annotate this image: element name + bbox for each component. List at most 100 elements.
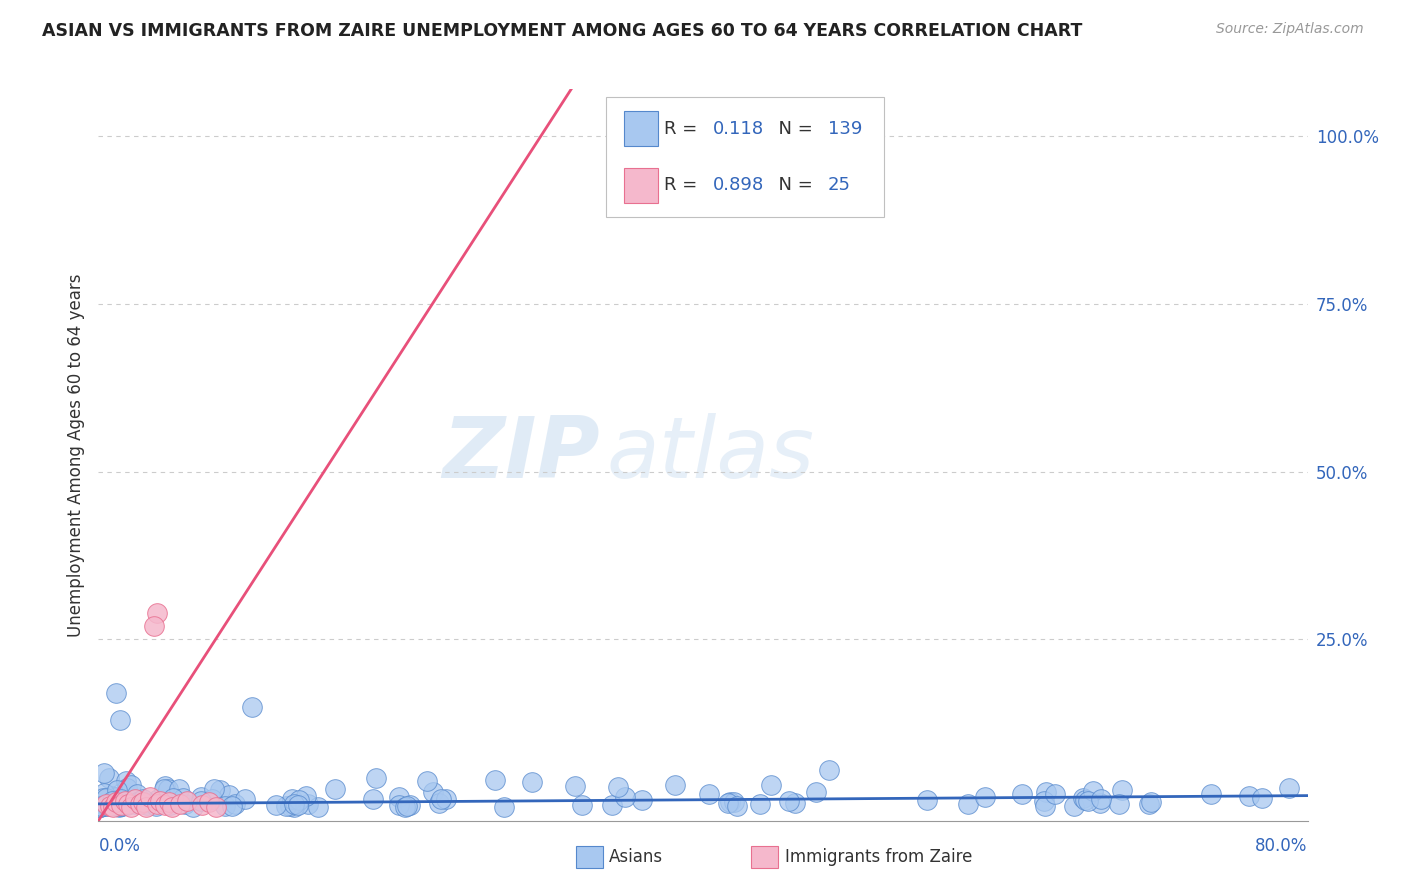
Point <box>93 799 115 814</box>
Point <box>87 797 110 812</box>
Point <box>394 800 416 814</box>
Point <box>190 789 212 804</box>
Point <box>98 772 121 786</box>
Point <box>110 798 132 813</box>
Point <box>190 794 212 808</box>
Point <box>128 797 150 811</box>
Point <box>307 800 329 814</box>
Text: R =: R = <box>664 120 703 137</box>
Point <box>160 800 183 814</box>
Point <box>146 606 169 620</box>
Point <box>124 792 146 806</box>
Point <box>91 797 114 811</box>
Point <box>149 793 172 807</box>
Point <box>806 785 828 799</box>
Point <box>117 797 139 811</box>
Point <box>283 799 305 814</box>
Point <box>295 789 318 804</box>
Point <box>89 800 111 814</box>
Point <box>115 773 138 788</box>
Point <box>1071 790 1094 805</box>
Point <box>98 792 121 806</box>
Point <box>101 794 124 808</box>
FancyBboxPatch shape <box>624 168 658 202</box>
Point <box>783 797 806 811</box>
Point <box>172 791 194 805</box>
Text: 0.0%: 0.0% <box>98 838 141 855</box>
Point <box>120 800 142 814</box>
Point <box>115 780 138 795</box>
Point <box>396 798 419 813</box>
Text: R =: R = <box>664 177 703 194</box>
Point <box>915 793 938 807</box>
Point <box>108 713 131 727</box>
Point <box>112 792 135 806</box>
Point <box>93 791 115 805</box>
Point <box>1035 799 1057 814</box>
Point <box>613 789 636 804</box>
Point <box>716 796 738 810</box>
Point <box>280 799 302 814</box>
Point <box>138 797 160 811</box>
Point <box>124 797 146 811</box>
Point <box>1108 797 1130 812</box>
FancyBboxPatch shape <box>624 111 658 146</box>
Point <box>128 794 150 808</box>
Point <box>145 799 167 814</box>
Point <box>146 792 169 806</box>
Point <box>93 795 115 809</box>
Point <box>1199 788 1222 802</box>
Point <box>125 787 148 801</box>
Point <box>96 799 118 814</box>
FancyBboxPatch shape <box>606 96 884 218</box>
Point <box>434 792 457 806</box>
Point <box>361 791 384 805</box>
Point <box>131 792 153 806</box>
Point <box>101 800 124 814</box>
Point <box>287 797 309 812</box>
Point <box>110 791 132 805</box>
Point <box>209 782 232 797</box>
Text: Immigrants from Zaire: Immigrants from Zaire <box>785 848 973 866</box>
Point <box>416 773 439 788</box>
Point <box>103 797 125 811</box>
Point <box>266 798 288 813</box>
Text: 0.898: 0.898 <box>713 177 763 194</box>
Text: ZIP: ZIP <box>443 413 600 497</box>
Point <box>778 794 800 808</box>
Point <box>600 798 623 813</box>
Point <box>108 799 131 814</box>
Point <box>398 798 420 813</box>
Point <box>1032 794 1054 808</box>
Point <box>201 792 224 806</box>
Point <box>94 790 117 805</box>
FancyBboxPatch shape <box>751 847 778 868</box>
Point <box>1035 785 1057 799</box>
Point <box>235 791 257 805</box>
Point <box>181 800 204 814</box>
Point <box>957 797 980 812</box>
Point <box>1251 790 1274 805</box>
Point <box>1045 787 1067 801</box>
Point <box>105 795 128 809</box>
Point <box>114 793 136 807</box>
Point <box>664 777 686 791</box>
Point <box>169 797 191 811</box>
Point <box>115 798 138 813</box>
Point <box>131 795 153 809</box>
Point <box>105 686 128 700</box>
Point <box>484 772 506 787</box>
Point <box>198 795 221 809</box>
Point <box>89 800 111 814</box>
Point <box>607 780 630 795</box>
Point <box>202 781 225 796</box>
Point <box>153 781 176 796</box>
Point <box>1073 792 1095 806</box>
Point <box>214 798 236 813</box>
Point <box>139 790 162 805</box>
Point <box>96 797 118 812</box>
Y-axis label: Unemployment Among Ages 60 to 64 years: Unemployment Among Ages 60 to 64 years <box>66 273 84 637</box>
Point <box>93 786 115 800</box>
Point <box>94 797 117 811</box>
Point <box>1237 789 1260 804</box>
